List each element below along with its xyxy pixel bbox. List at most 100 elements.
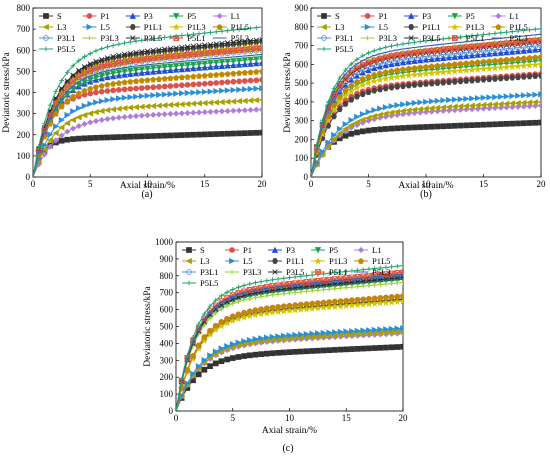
- series-point-P1L5: [258, 306, 265, 313]
- series-point-P3L3: [247, 296, 253, 302]
- series-point-P5L5: [185, 32, 190, 38]
- y-tick-label: 600: [160, 305, 174, 315]
- series-point-P1L5: [411, 64, 418, 71]
- series-point-P1L3: [387, 74, 396, 82]
- series-point-P5L5: [440, 36, 446, 42]
- series-point-S: [383, 344, 389, 351]
- series-point-S: [224, 356, 230, 363]
- series-point-P1L5: [81, 87, 88, 94]
- series-point-L1: [104, 116, 111, 123]
- series-point-L5: [286, 332, 293, 339]
- series-point-P1L3: [508, 63, 516, 71]
- series-point-P1L1: [538, 72, 541, 79]
- series-point-P1L3: [416, 70, 424, 78]
- series-point-L5: [538, 91, 541, 98]
- series-point-P1L3: [445, 68, 453, 76]
- series-point-P3L5: [320, 282, 327, 288]
- series-point-P5L5: [281, 275, 287, 281]
- panel-label: (c): [282, 443, 293, 454]
- y-tick-label: 100: [17, 151, 31, 161]
- y-tick-label: 200: [17, 130, 31, 140]
- series-point-S: [173, 132, 179, 139]
- series-point-P5L1: [184, 52, 191, 58]
- series-point-P5: [190, 61, 197, 68]
- series-point-P1L5: [538, 53, 541, 60]
- series-point-P1L3: [229, 316, 237, 325]
- legend-label: P5L1: [187, 33, 205, 43]
- y-tick-label: 800: [17, 3, 31, 13]
- series-point-L5: [411, 99, 418, 107]
- series-point-L5: [280, 332, 288, 339]
- series-point-P1L5: [93, 84, 99, 90]
- series-point-L3: [126, 104, 134, 111]
- legend-marker: [408, 35, 414, 41]
- series-point-P5L5: [190, 335, 196, 340]
- series-point-P1L5: [366, 295, 372, 302]
- series-point-P1L3: [376, 299, 384, 307]
- series-point-P3L5: [133, 49, 139, 56]
- series-point-P5L5: [532, 26, 538, 32]
- series-point-P5L1: [411, 49, 418, 56]
- series-point-P3L1: [463, 49, 470, 56]
- series-point-P1L5: [451, 61, 458, 67]
- series-point-L5: [133, 93, 140, 100]
- series-point-L3: [399, 107, 406, 115]
- series-point-L3: [297, 334, 304, 341]
- series-point-L3: [86, 110, 94, 117]
- series-point-P5L5: [343, 67, 348, 73]
- series-point-P1L5: [275, 303, 282, 310]
- series-point-P5L1: [150, 55, 157, 62]
- legend-label: P3L5: [144, 33, 162, 43]
- series-point-P3L5: [337, 280, 344, 287]
- series-point-P3L5: [264, 288, 270, 295]
- series-point-S: [75, 135, 82, 142]
- series-point-P3L5: [144, 48, 151, 54]
- series-point-P1L3: [263, 309, 271, 317]
- series-point-P5L5: [337, 75, 343, 81]
- series-point-L1: [411, 110, 418, 117]
- series-point-L5: [161, 91, 169, 98]
- series-point-P1L1: [348, 96, 355, 103]
- series-point-S: [259, 129, 262, 136]
- series-point-P1L3: [359, 81, 367, 89]
- series-point-P1L5: [98, 82, 105, 89]
- series-point-P1L1: [469, 77, 475, 84]
- legend-label: P3L5: [422, 33, 440, 43]
- x-tick-label: 0: [174, 413, 179, 423]
- legend-marker: [320, 23, 327, 31]
- series-point-P5L5: [292, 274, 298, 280]
- series-point-S: [229, 355, 236, 361]
- series-point-P5L1: [230, 47, 237, 54]
- series-point-P3L3: [275, 291, 281, 297]
- series-point-L3: [491, 101, 498, 108]
- series-point-P1L3: [325, 303, 333, 311]
- series-point-L1: [173, 110, 180, 117]
- series-point-P1L5: [371, 71, 378, 78]
- series-point-L3: [342, 125, 349, 133]
- series-point-P5L5: [242, 26, 248, 32]
- series-point-P1: [241, 78, 248, 84]
- series-point-L5: [173, 90, 180, 97]
- series-point-P1L5: [400, 66, 406, 73]
- series-point-P5L1: [440, 46, 447, 53]
- series-point-P3L5: [371, 277, 378, 283]
- series-point-P3L1: [320, 280, 327, 287]
- series-point-P1L5: [127, 78, 134, 85]
- x-tick-label: 5: [231, 413, 236, 423]
- series-point-S: [93, 134, 99, 141]
- series-point-P1L5: [320, 299, 327, 306]
- series-point-P5L1: [526, 38, 533, 44]
- series-point-L5: [336, 125, 344, 133]
- y-axis-label: Deviatoric stress/kPa: [143, 285, 153, 366]
- series-point-P5L5: [348, 61, 354, 67]
- series-point-P3: [178, 65, 185, 73]
- series-point-P3L1: [520, 44, 527, 50]
- series-point-P1L5: [394, 293, 401, 300]
- legend-label: P5L3: [372, 267, 390, 277]
- series-point-S: [332, 347, 338, 353]
- series-point-P1: [104, 88, 111, 94]
- series-point-P1L3: [331, 302, 339, 311]
- series-point-P3L5: [98, 56, 105, 63]
- series-point-S: [309, 348, 316, 354]
